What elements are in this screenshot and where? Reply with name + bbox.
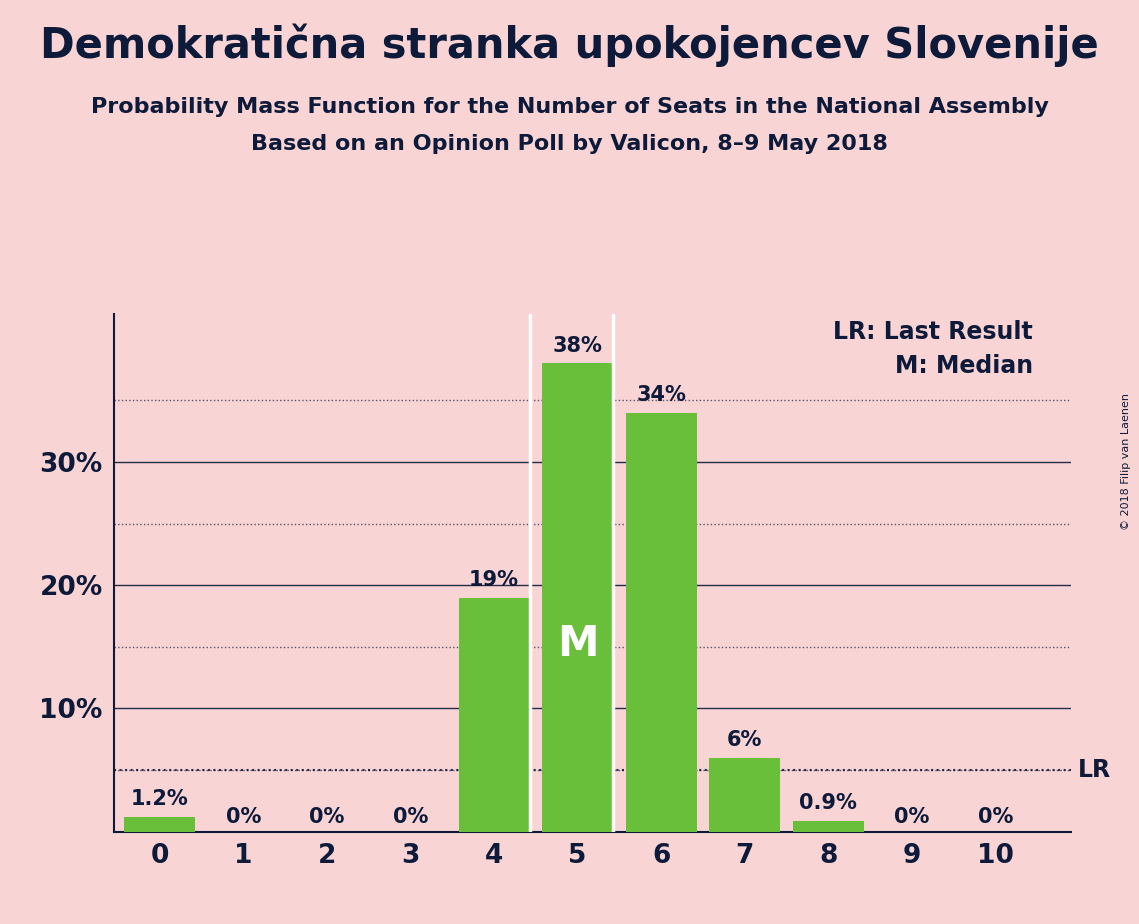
Bar [793, 821, 863, 832]
Text: 0.9%: 0.9% [800, 793, 858, 813]
Text: © 2018 Filip van Laenen: © 2018 Filip van Laenen [1121, 394, 1131, 530]
Text: 19%: 19% [469, 570, 519, 590]
Bar [625, 413, 697, 832]
Text: LR: LR [1077, 758, 1111, 782]
Text: 6%: 6% [727, 730, 762, 750]
Text: Based on an Opinion Poll by Valicon, 8–9 May 2018: Based on an Opinion Poll by Valicon, 8–9… [251, 134, 888, 154]
Text: Probability Mass Function for the Number of Seats in the National Assembly: Probability Mass Function for the Number… [91, 97, 1048, 117]
Bar [459, 598, 530, 832]
Text: 0%: 0% [226, 807, 261, 827]
Bar [124, 817, 196, 832]
Bar [542, 363, 613, 832]
Text: LR: Last Result: LR: Last Result [834, 321, 1033, 345]
Text: 0%: 0% [310, 807, 345, 827]
Text: 34%: 34% [637, 385, 686, 406]
Text: 0%: 0% [393, 807, 428, 827]
Text: M: Median: M: Median [895, 354, 1033, 378]
Text: Demokratična stranka upokojencev Slovenije: Demokratična stranka upokojencev Sloveni… [40, 23, 1099, 67]
Text: M: M [557, 624, 598, 665]
Bar [710, 758, 780, 832]
Text: 0%: 0% [977, 807, 1014, 827]
Text: 0%: 0% [894, 807, 929, 827]
Text: 1.2%: 1.2% [131, 789, 189, 809]
Text: 38%: 38% [552, 336, 603, 356]
